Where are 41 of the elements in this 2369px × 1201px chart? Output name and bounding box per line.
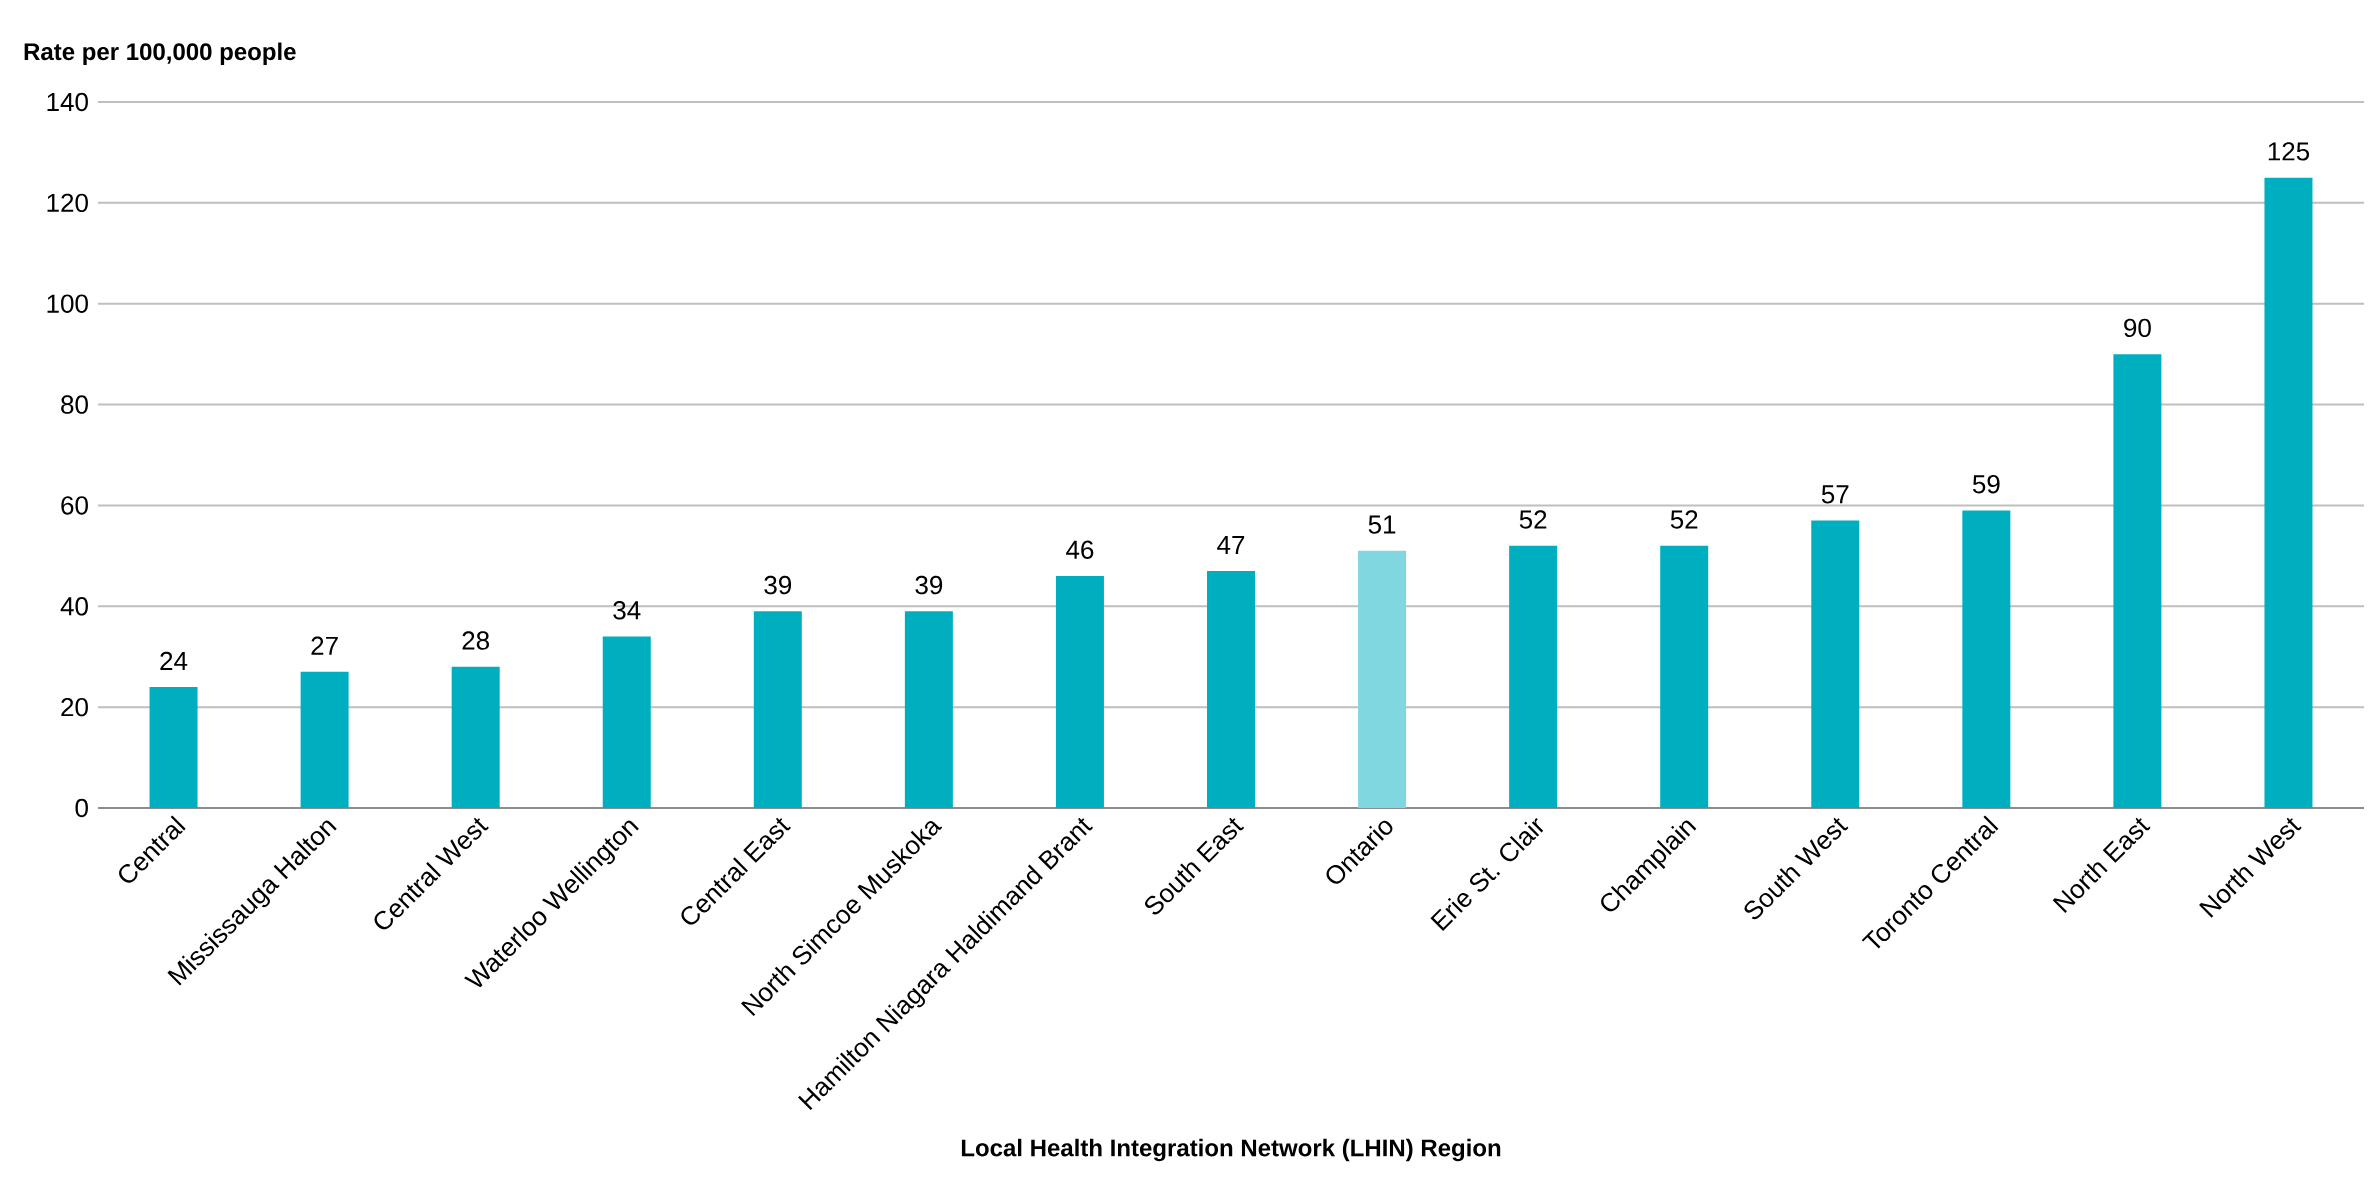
data-label: 34 xyxy=(613,601,641,620)
data-label: 24 xyxy=(160,651,188,670)
x-tick-label: Erie St. Clair xyxy=(1430,818,1544,931)
data-label: 90 xyxy=(2124,318,2151,338)
data-label: 47 xyxy=(1217,536,1245,554)
bar xyxy=(1509,545,1558,808)
bar xyxy=(1811,520,1860,808)
data-label: 39 xyxy=(764,575,792,595)
x-axis-title: Local Health Integration Network (LHIN) Region xyxy=(961,1138,1501,1162)
bar xyxy=(2264,177,2313,808)
bar xyxy=(451,666,500,808)
y-tick-label: 100 xyxy=(47,294,88,313)
bar xyxy=(753,611,802,808)
bar xyxy=(1207,570,1256,808)
bar xyxy=(1962,510,2011,808)
bar xyxy=(1660,545,1709,808)
y-tick-label: 0 xyxy=(75,798,88,818)
y-axis-title: Rate per 100,000 people xyxy=(24,42,296,65)
data-label: 28 xyxy=(462,631,489,650)
data-label: 52 xyxy=(1519,510,1547,529)
bar xyxy=(1055,576,1104,808)
data-label: 59 xyxy=(1972,474,2000,494)
bar xyxy=(904,611,953,808)
bar xyxy=(300,671,349,808)
data-label: 46 xyxy=(1066,540,1094,559)
y-tick-label: 20 xyxy=(61,697,88,717)
bar xyxy=(2113,354,2162,808)
data-label: 125 xyxy=(2268,142,2310,161)
data-label: 39 xyxy=(915,575,943,595)
y-tick-label: 120 xyxy=(47,193,88,213)
y-tick-label: 60 xyxy=(61,496,88,515)
y-tick-label: 140 xyxy=(47,92,88,112)
data-label: 27 xyxy=(311,636,338,655)
data-label: 51 xyxy=(1368,515,1396,534)
data-label: 52 xyxy=(1670,510,1698,529)
bar xyxy=(149,686,198,808)
data-label: 57 xyxy=(1821,485,1849,504)
bar xyxy=(602,636,651,808)
y-tick-label: 80 xyxy=(61,395,88,414)
y-tick-label: 40 xyxy=(60,597,88,616)
bar xyxy=(1358,550,1407,808)
